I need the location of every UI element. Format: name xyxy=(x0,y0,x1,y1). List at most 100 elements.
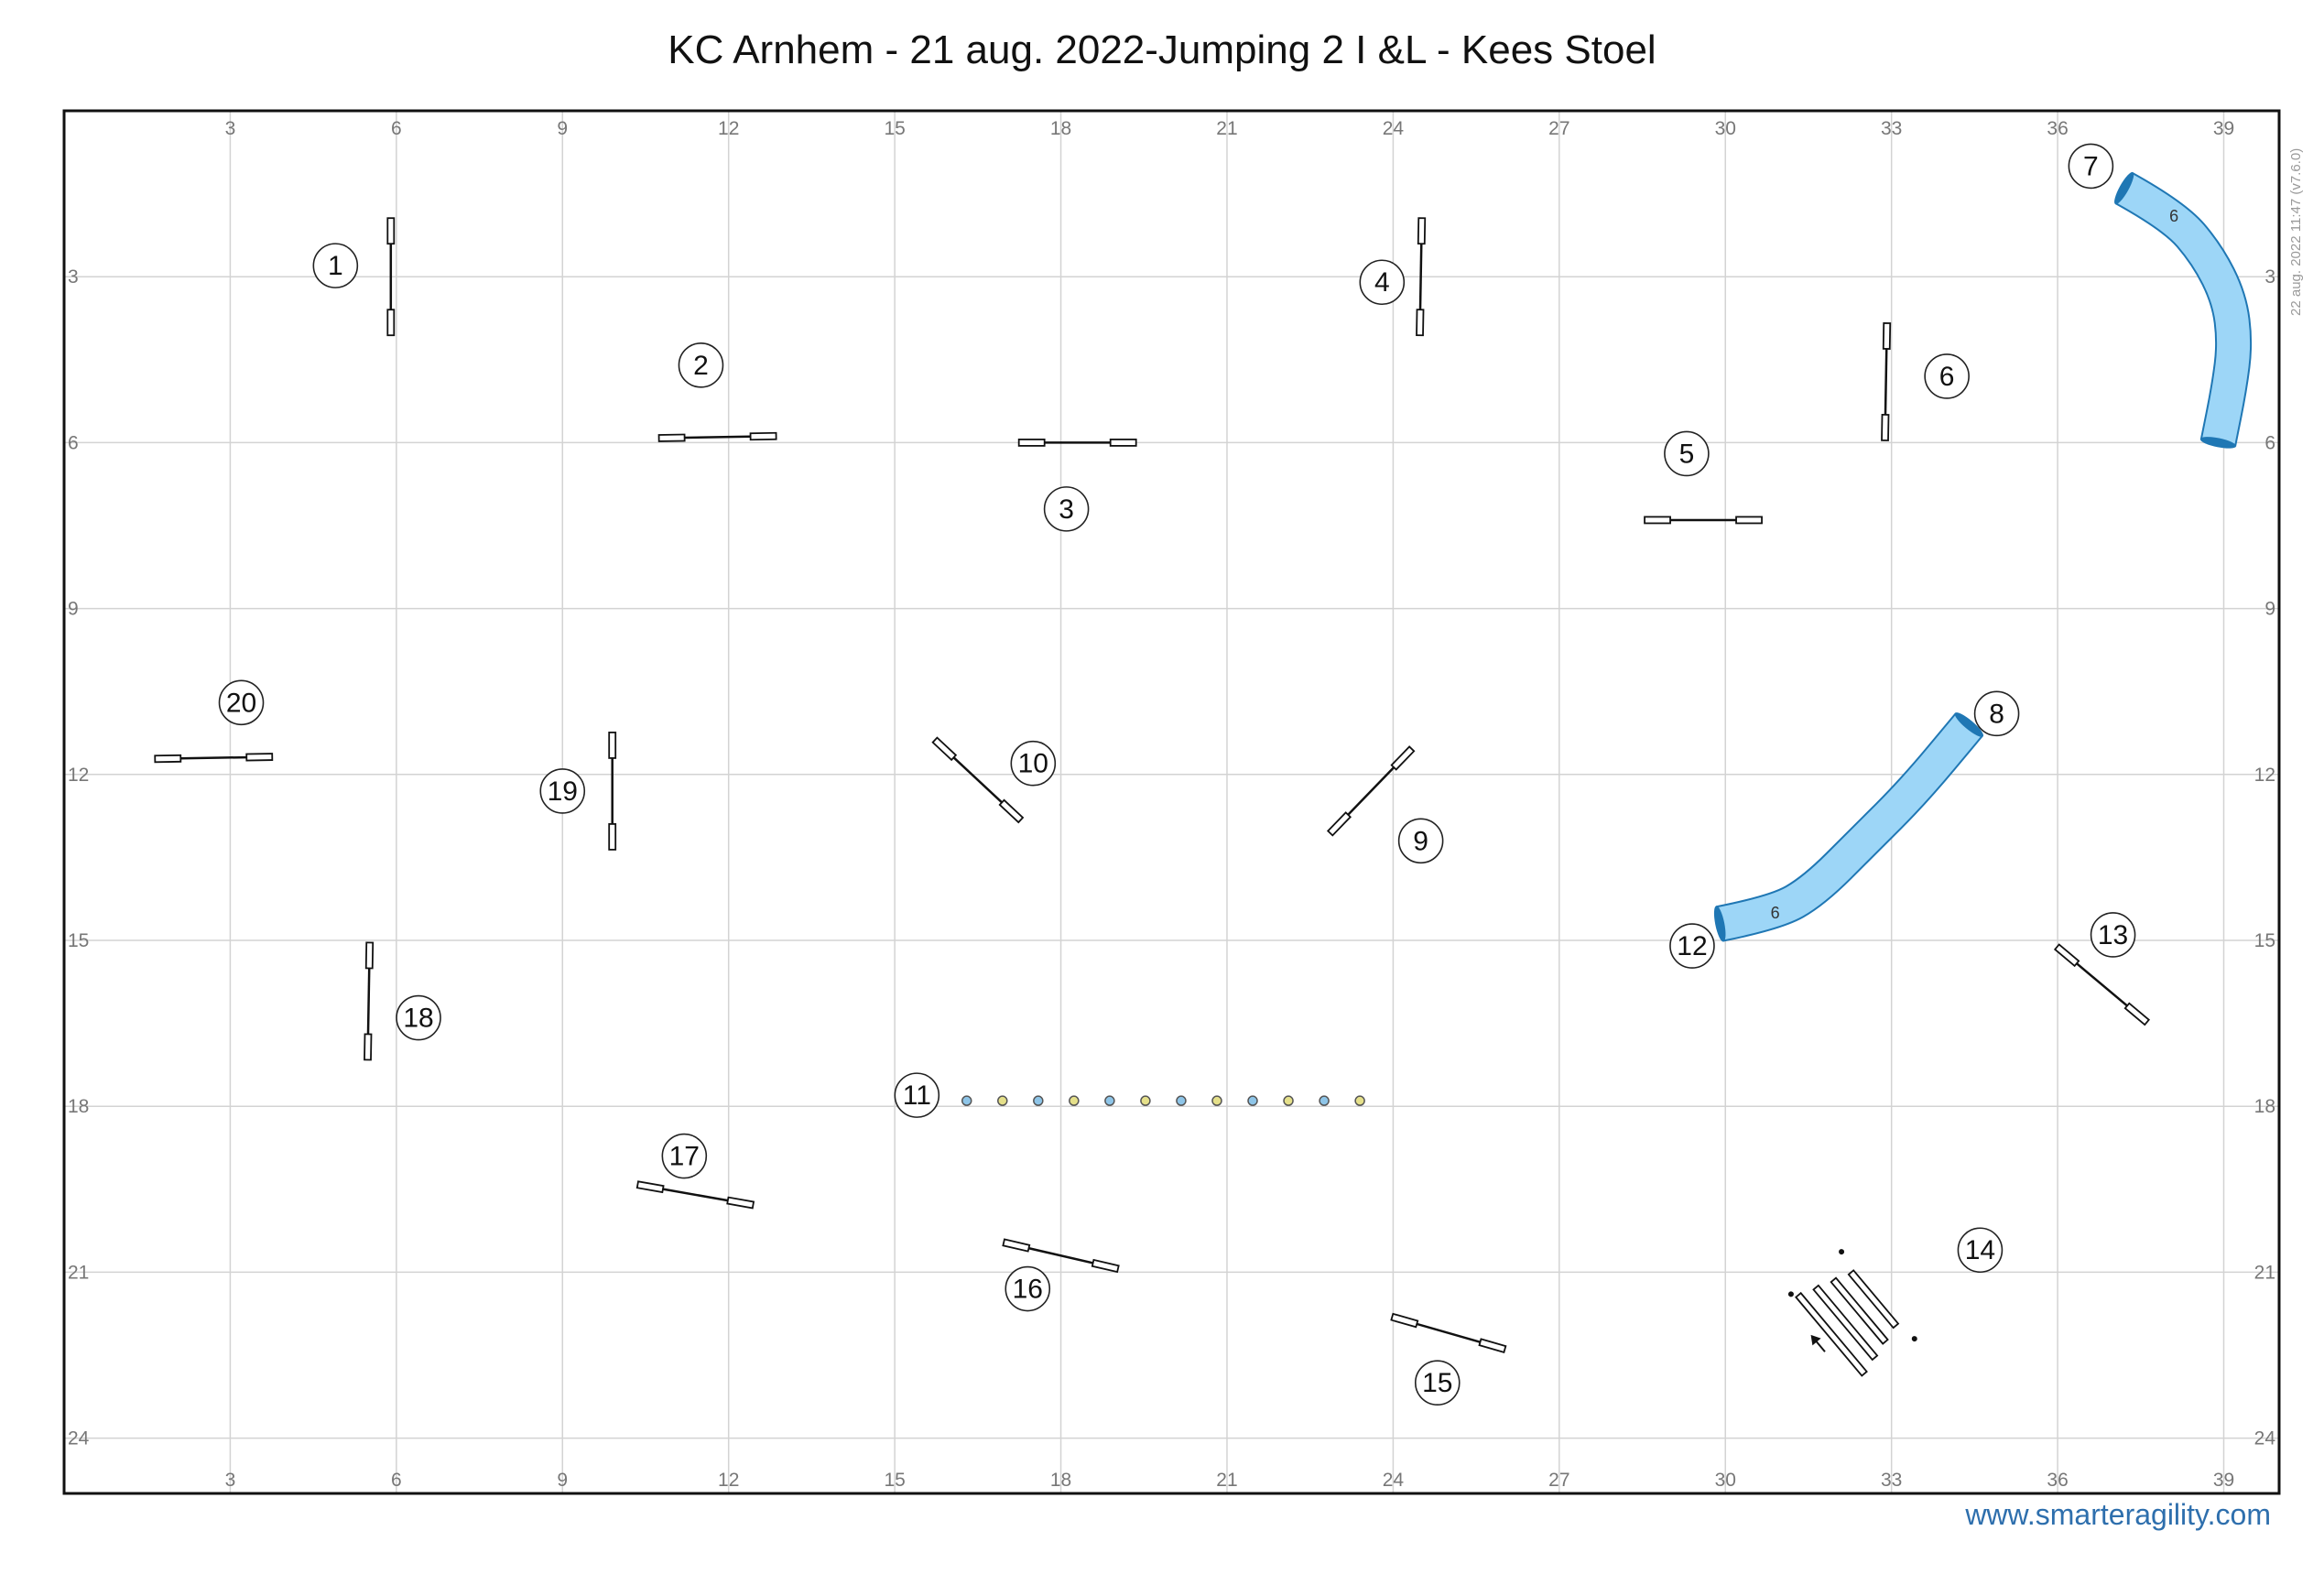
obstacle-number: 15 xyxy=(1422,1368,1452,1398)
number-circle xyxy=(2068,143,2114,190)
jump-6 xyxy=(1881,321,1892,441)
obstacle-number: 12 xyxy=(1677,931,1707,961)
arena-frame xyxy=(62,109,2281,1495)
label-10: 10 xyxy=(1010,740,1057,787)
x-tick-label-bottom: 24 xyxy=(1383,1470,1405,1491)
number-circle xyxy=(2090,912,2136,958)
weave-pole xyxy=(961,1095,972,1106)
jump-9 xyxy=(1326,745,1416,837)
label-8: 8 xyxy=(1973,690,2020,737)
jump-wing-right xyxy=(1416,309,1425,337)
jump-5 xyxy=(1644,516,1763,525)
tunnel-opening xyxy=(2114,171,2134,205)
number-circle xyxy=(1005,1265,1051,1312)
weave-pole xyxy=(1104,1095,1115,1106)
y-tick-label-right: 6 xyxy=(2264,432,2275,453)
label-11: 11 xyxy=(894,1072,940,1118)
jump-wing-left xyxy=(1644,516,1671,525)
y-tick-label-right: 24 xyxy=(2254,1428,2276,1449)
label-14: 14 xyxy=(1957,1227,2004,1274)
obstacle-number: 10 xyxy=(1018,749,1048,779)
weave-pole xyxy=(997,1095,1008,1106)
jump-wing-left xyxy=(386,217,396,245)
weave-pole xyxy=(1247,1095,1258,1106)
tunnel-opening xyxy=(2199,437,2237,449)
tunnel-body xyxy=(2115,173,2251,446)
obstacle-number: 3 xyxy=(1059,494,1074,525)
number-circle xyxy=(1957,1227,2004,1274)
x-tick-label-bottom: 21 xyxy=(1216,1470,1237,1491)
jump-wing-right xyxy=(998,798,1025,824)
number-circle xyxy=(1397,818,1444,864)
jump-4 xyxy=(1416,217,1427,337)
jump-wing-right xyxy=(1735,516,1763,525)
label-20: 20 xyxy=(218,679,265,726)
x-tick-label-bottom: 36 xyxy=(2047,1470,2068,1491)
x-tick-label-bottom: 33 xyxy=(1881,1470,1902,1491)
jump-wing-right xyxy=(749,431,777,441)
tunnel-7: 6 xyxy=(2114,171,2253,449)
jump-20 xyxy=(154,753,274,764)
weave-pole xyxy=(1140,1095,1151,1106)
long-jump-corner-marker xyxy=(1911,1336,1917,1342)
label-12: 12 xyxy=(1669,923,1715,969)
long-jump-plank xyxy=(1812,1284,1879,1362)
x-tick-label-bottom: 3 xyxy=(225,1470,236,1491)
long-jump-14 xyxy=(1787,1249,1917,1377)
label-1: 1 xyxy=(312,243,359,288)
jump-17 xyxy=(635,1180,755,1210)
obstacle-number: 6 xyxy=(1939,362,1955,392)
y-tick-label-left: 9 xyxy=(68,599,79,620)
number-circle xyxy=(1664,430,1710,477)
label-2: 2 xyxy=(678,342,724,388)
label-13: 13 xyxy=(2090,912,2136,958)
jump-wing-left xyxy=(2053,943,2080,968)
obstacle-number: 1 xyxy=(328,251,343,281)
obstacle-number: 19 xyxy=(548,776,578,807)
direction-arrow xyxy=(1814,1340,1826,1352)
number-circle xyxy=(1414,1360,1461,1406)
jump-1 xyxy=(386,217,396,337)
x-tick-label-top: 12 xyxy=(718,118,739,139)
label-18: 18 xyxy=(396,994,441,1041)
weave-pole xyxy=(1211,1095,1222,1106)
tunnel-opening xyxy=(1954,712,1984,737)
number-circle xyxy=(1973,690,2020,737)
jump-wing-left xyxy=(154,754,182,764)
label-4: 4 xyxy=(1359,259,1406,306)
y-tick-label-left: 6 xyxy=(68,432,79,453)
jump-wing-left xyxy=(1882,321,1892,350)
jump-wing-left xyxy=(931,736,958,762)
tunnel-opening xyxy=(1713,906,1726,942)
y-tick-label-left: 18 xyxy=(68,1096,89,1117)
x-tick-label-bottom: 39 xyxy=(2213,1470,2234,1491)
obstacle-number: 4 xyxy=(1374,267,1390,298)
number-circle xyxy=(312,243,359,288)
y-tick-label-left: 24 xyxy=(68,1428,90,1449)
arena-grid: 3366991212151518182121242427273030333336… xyxy=(64,111,2279,1493)
footer-website-link[interactable]: www.smarteragility.com xyxy=(1965,1498,2271,1531)
weave-pole xyxy=(1319,1095,1330,1106)
weave-pole xyxy=(1283,1095,1294,1106)
weave-pole xyxy=(1069,1095,1080,1106)
label-7: 7 xyxy=(2068,143,2114,190)
obstacle-number: 11 xyxy=(903,1080,931,1111)
long-jump-plank xyxy=(1847,1269,1900,1330)
label-19: 19 xyxy=(539,768,586,814)
long-jump-corner-marker xyxy=(1839,1249,1845,1255)
x-tick-label-bottom: 15 xyxy=(884,1470,905,1491)
x-tick-label-top: 24 xyxy=(1383,118,1405,139)
jump-wing-right xyxy=(1881,413,1890,441)
jump-wing-left xyxy=(1002,1238,1031,1253)
label-17: 17 xyxy=(661,1133,708,1179)
x-tick-label-bottom: 6 xyxy=(391,1470,402,1491)
jump-wing-left xyxy=(635,1180,665,1194)
y-tick-label-left: 3 xyxy=(68,266,79,288)
x-tick-label-bottom: 9 xyxy=(557,1470,568,1491)
number-circle xyxy=(1043,486,1090,532)
label-9: 9 xyxy=(1397,818,1444,864)
number-circle xyxy=(396,994,441,1041)
tunnel-body xyxy=(1716,713,1982,940)
timestamp-version-note: 22 aug. 2022 11:47 (v7.6.0) xyxy=(2288,148,2304,316)
